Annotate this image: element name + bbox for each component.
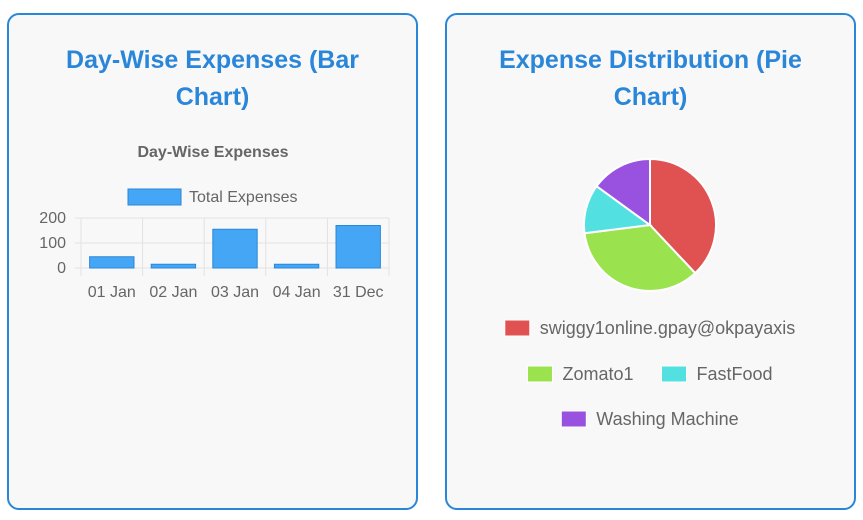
- bar-y-tick-label: 0: [57, 260, 66, 277]
- pie-card-heading: Expense Distribution (Pie Chart): [499, 46, 802, 111]
- bar-x-axis: 01 Jan 02 Jan 03 Jan 04 Jan 31 Dec: [88, 284, 384, 301]
- bar-y-axis: 200 100 0: [39, 210, 66, 277]
- bar-04-jan[interactable]: [273, 263, 320, 269]
- bar-card-heading: Day-Wise Expenses (Bar Chart): [66, 46, 359, 111]
- bar-y-tick-label: 100: [39, 235, 66, 252]
- bar-y-tick-label: 200: [39, 210, 66, 227]
- bar-legend[interactable]: Total Expenses: [127, 188, 298, 206]
- bar-02-jan[interactable]: [150, 263, 197, 269]
- bar-01-jan[interactable]: [89, 256, 135, 269]
- bar-chart-title: Day-Wise Expenses: [137, 144, 288, 161]
- bar-x-tick-label: 04 Jan: [273, 284, 321, 301]
- bar-marks: [89, 225, 381, 269]
- bar-x-tick-label: 01 Jan: [88, 284, 136, 301]
- bar-03-jan[interactable]: [212, 228, 258, 269]
- bar-legend-label: Total Expenses: [189, 189, 298, 206]
- bar-x-tick-label: 31 Dec: [333, 284, 384, 301]
- bar-legend-swatch: [127, 188, 182, 206]
- bar-x-tick-label: 02 Jan: [149, 284, 197, 301]
- bar-31-dec[interactable]: [335, 225, 381, 269]
- bar-x-tick-label: 03 Jan: [211, 284, 259, 301]
